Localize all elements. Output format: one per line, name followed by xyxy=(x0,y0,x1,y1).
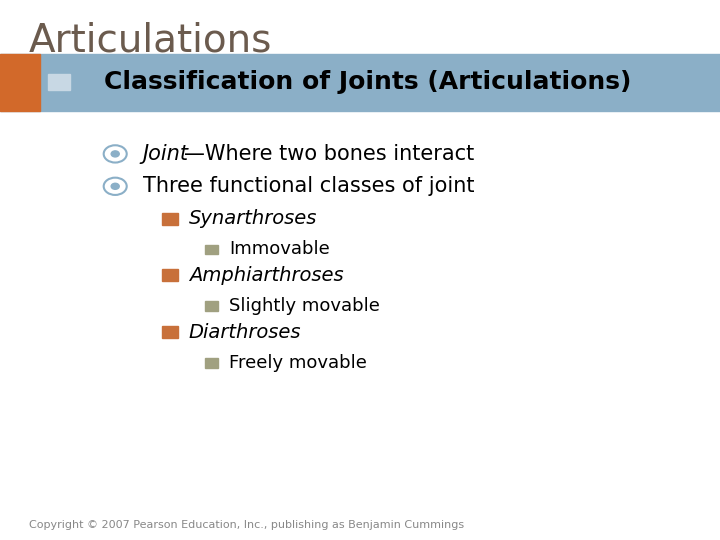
Text: Articulations: Articulations xyxy=(29,22,272,59)
Text: —Where two bones interact: —Where two bones interact xyxy=(184,144,474,164)
Text: Diarthroses: Diarthroses xyxy=(189,322,301,342)
Text: Copyright © 2007 Pearson Education, Inc., publishing as Benjamin Cummings: Copyright © 2007 Pearson Education, Inc.… xyxy=(29,520,464,530)
Text: Synarthroses: Synarthroses xyxy=(189,209,317,228)
Bar xyxy=(205,245,218,254)
Text: Slightly movable: Slightly movable xyxy=(229,297,380,315)
Bar xyxy=(162,269,178,281)
Text: Joint: Joint xyxy=(143,144,189,164)
Text: Amphiarthroses: Amphiarthroses xyxy=(189,266,343,285)
Bar xyxy=(0,54,40,111)
Text: Freely movable: Freely movable xyxy=(229,354,366,372)
Bar xyxy=(205,358,218,368)
Bar xyxy=(162,326,178,338)
Circle shape xyxy=(111,151,120,157)
Bar xyxy=(205,301,218,311)
Bar xyxy=(162,213,178,225)
Text: Immovable: Immovable xyxy=(229,240,330,259)
Text: Three functional classes of joint: Three functional classes of joint xyxy=(143,176,474,197)
Bar xyxy=(48,74,70,90)
Circle shape xyxy=(111,183,120,190)
Bar xyxy=(0,54,720,111)
Text: Classification of Joints (Articulations): Classification of Joints (Articulations) xyxy=(104,70,631,94)
